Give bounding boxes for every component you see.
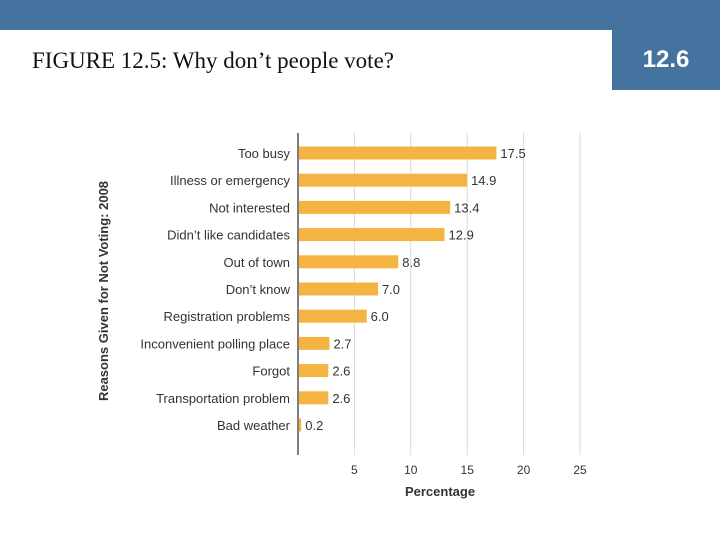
bar bbox=[299, 391, 329, 405]
bar bbox=[299, 364, 329, 378]
value-label: 14.9 bbox=[471, 173, 496, 188]
value-label: 7.0 bbox=[382, 282, 400, 297]
bar bbox=[299, 228, 445, 242]
bar bbox=[299, 282, 378, 296]
category-label: Don’t know bbox=[226, 282, 291, 297]
header-bar bbox=[0, 0, 720, 30]
bar bbox=[299, 418, 302, 432]
category-label: Not interested bbox=[209, 200, 290, 215]
value-label: 8.8 bbox=[402, 255, 420, 270]
bar bbox=[299, 146, 497, 160]
x-tick-label: 5 bbox=[351, 463, 358, 477]
category-label: Illness or emergency bbox=[170, 173, 290, 188]
slide-title: FIGURE 12.5: Why don’t people vote? bbox=[32, 48, 394, 73]
value-label: 12.9 bbox=[449, 228, 474, 243]
category-label: Bad weather bbox=[217, 418, 291, 433]
value-label: 0.2 bbox=[305, 418, 323, 433]
category-label: Too busy bbox=[238, 146, 291, 161]
x-tick-label: 20 bbox=[517, 463, 531, 477]
x-axis-title: Percentage bbox=[405, 484, 475, 499]
bar bbox=[299, 200, 451, 214]
y-axis-title: Reasons Given for Not Voting: 2008 bbox=[96, 181, 111, 401]
x-tick-label: 15 bbox=[461, 463, 475, 477]
bar bbox=[299, 173, 468, 187]
bar bbox=[299, 255, 399, 269]
value-label: 2.6 bbox=[332, 391, 350, 406]
category-label: Forgot bbox=[252, 364, 290, 379]
value-label: 2.7 bbox=[333, 336, 351, 351]
category-label: Registration problems bbox=[164, 309, 291, 324]
value-label: 17.5 bbox=[500, 146, 525, 161]
category-label: Inconvenient polling place bbox=[140, 336, 290, 351]
value-label: 13.4 bbox=[454, 200, 479, 215]
bar bbox=[299, 336, 330, 350]
category-label: Transportation problem bbox=[156, 391, 290, 406]
value-label: 6.0 bbox=[371, 309, 389, 324]
bar bbox=[299, 309, 367, 323]
labels: 5 10 15 20 25 Too busy 17.5 Illness or emergenc… bbox=[140, 146, 587, 477]
value-label: 2.6 bbox=[332, 364, 350, 379]
section-number-badge: 12.6 bbox=[612, 30, 720, 90]
bars bbox=[299, 146, 497, 432]
category-label: Didn’t like candidates bbox=[167, 228, 290, 243]
x-tick-label: 25 bbox=[573, 463, 587, 477]
category-label: Out of town bbox=[224, 255, 290, 270]
x-tick-label: 10 bbox=[404, 463, 418, 477]
